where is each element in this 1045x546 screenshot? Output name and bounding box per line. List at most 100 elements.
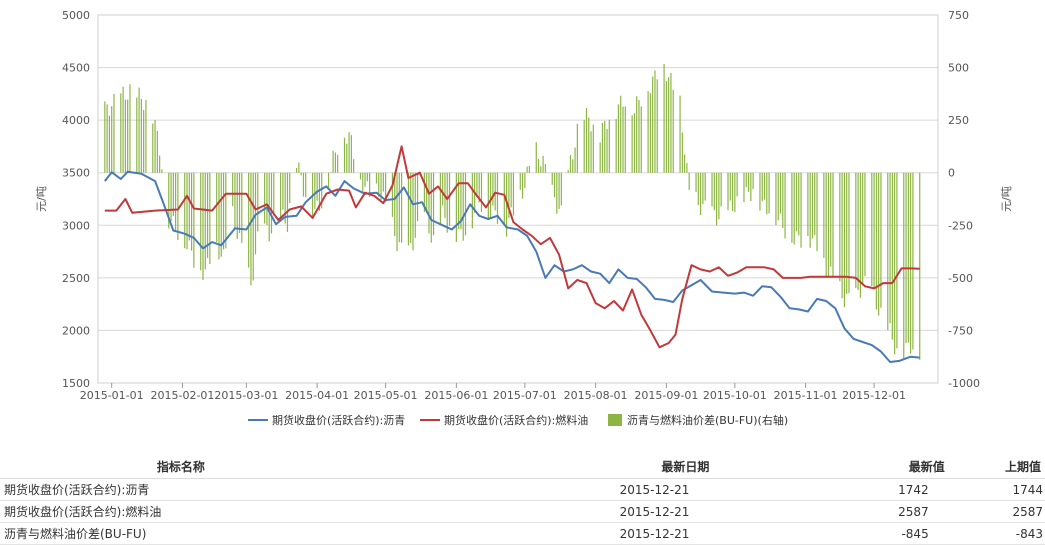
table-header-row: 指标名称 最新日期 最新值 上期值 (0, 455, 1045, 479)
spread-bar (633, 113, 636, 173)
spread-bar (590, 131, 592, 173)
x-tick-label: 2015-10-01 (703, 389, 767, 402)
spread-bar (540, 166, 542, 173)
y-right-tick-label: 250 (948, 114, 969, 127)
x-tick-label: 2015-04-01 (285, 389, 349, 402)
spread-bar (391, 172, 394, 217)
spread-bar (526, 166, 528, 173)
spread-bar (145, 99, 147, 173)
spread-bar (727, 172, 729, 211)
spread-bar (154, 119, 156, 173)
spread-bar (286, 172, 289, 232)
spread-bar (366, 172, 368, 182)
spread-bar (280, 172, 282, 217)
legend-item-spread[interactable]: 沥青与燃料油价差(BU-FU)(右轴) (608, 413, 788, 427)
y-left-tick-label: 2500 (62, 272, 90, 285)
spread-bar (236, 172, 238, 239)
header-indicator-name: 指标名称 (0, 455, 362, 479)
spread-bar (316, 172, 318, 201)
spread-bar (202, 172, 204, 280)
spread-bar (537, 159, 540, 173)
spread-bar (608, 119, 610, 173)
spread-bar (816, 172, 818, 252)
spread-bar (779, 172, 782, 214)
legend-item-asphalt[interactable]: 期货收盘价(活跃合约):沥青 (248, 413, 405, 427)
legend[interactable]: 期货收盘价(活跃合约):沥青 期货收盘价(活跃合约):燃料油 沥青与燃料油价差(BU… (248, 413, 788, 427)
spread-bar (496, 172, 499, 224)
spread-bar (688, 172, 690, 190)
spread-bar (599, 142, 601, 173)
spread-bar (604, 120, 606, 173)
spread-bar (248, 172, 250, 268)
y-right-tick-label: 0 (948, 167, 955, 180)
spread-bar (558, 172, 560, 209)
legend-item-fuel-oil[interactable]: 期货收盘价(活跃合约):燃料油 (420, 413, 588, 427)
spread-bar (426, 172, 428, 213)
spread-bar (398, 172, 400, 243)
latest-value: -845 (829, 522, 949, 545)
y-right-tick-label: 750 (948, 9, 969, 22)
spread-bar (615, 118, 617, 173)
spread-bar (327, 172, 330, 188)
spread-bar (172, 172, 174, 217)
spread-bar (535, 142, 537, 173)
spread-bar (704, 172, 706, 201)
spread-bar (859, 172, 861, 298)
spread-bar (873, 172, 875, 290)
spread-bar (823, 172, 825, 258)
x-tick-label: 2015-07-01 (493, 389, 557, 402)
spread-bar (410, 172, 412, 244)
spread-bar (574, 147, 576, 173)
spread-bar (896, 172, 898, 349)
spread-bar (471, 172, 473, 229)
spread-bar (138, 87, 140, 173)
y-right-tick-label: -750 (948, 324, 973, 337)
spread-bar (631, 115, 633, 173)
spread-bar (184, 172, 186, 249)
spread-bar (841, 172, 843, 299)
spread-bar (919, 172, 921, 360)
table-row: 期货收盘价(活跃合约):沥青 2015-12-21 1742 1744 (0, 478, 1045, 501)
spread-bar (464, 172, 467, 236)
spread-bar (446, 172, 448, 233)
spread-bar (583, 119, 585, 173)
spread-bar (129, 84, 131, 173)
spread-bar (300, 172, 302, 176)
spread-bar (508, 172, 510, 219)
spread-bar (588, 117, 590, 173)
spread-bar (905, 172, 907, 344)
spread-bar (127, 99, 129, 173)
spread-bar (216, 172, 218, 243)
spread-bar (814, 172, 816, 235)
spread-bar (193, 172, 195, 268)
spread-bar (252, 172, 254, 281)
header-previous-value: 上期值 (948, 455, 1045, 479)
spread-bar (825, 172, 827, 278)
spread-bar (170, 172, 172, 222)
spread-bar (775, 172, 777, 226)
spread-bar (880, 172, 882, 308)
grid-lines (97, 14, 939, 384)
spread-bar (120, 93, 122, 173)
spread-bar (855, 172, 857, 289)
spread-bar (652, 76, 654, 173)
spread-bar (503, 172, 505, 226)
spread-bar (284, 172, 286, 224)
spread-bar (232, 172, 234, 207)
spread-bar (871, 172, 873, 287)
spread-bar (414, 172, 416, 238)
spread-bar (186, 172, 188, 250)
spread-bar (556, 172, 558, 214)
spread-bar (204, 172, 206, 270)
spread-bar (136, 97, 138, 173)
x-tick-label: 2015-06-01 (424, 389, 488, 402)
spread-bar (222, 172, 225, 250)
spread-bar (811, 172, 814, 239)
spread-bar (460, 172, 462, 230)
spread-bar (560, 172, 562, 206)
spread-bar (654, 70, 656, 173)
spread-bar (782, 172, 784, 228)
spread-bar (225, 172, 227, 249)
previous-value: -843 (948, 522, 1045, 545)
